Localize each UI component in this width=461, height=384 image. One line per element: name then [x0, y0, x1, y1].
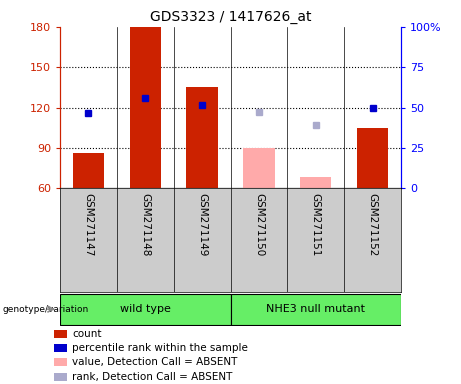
Bar	[60, 293, 230, 325]
Bar	[54, 344, 67, 352]
Title: GDS3323 / 1417626_at: GDS3323 / 1417626_at	[150, 10, 311, 25]
Text: rank, Detection Call = ABSENT: rank, Detection Call = ABSENT	[72, 372, 233, 382]
Bar	[73, 153, 104, 188]
Bar	[243, 148, 275, 188]
Bar	[54, 329, 67, 338]
Text: percentile rank within the sample: percentile rank within the sample	[72, 343, 248, 353]
Bar	[300, 177, 331, 188]
Text: NHE3 null mutant: NHE3 null mutant	[266, 304, 365, 314]
Text: wild type: wild type	[120, 304, 171, 314]
Text: value, Detection Call = ABSENT: value, Detection Call = ABSENT	[72, 358, 238, 367]
Bar	[54, 373, 67, 381]
Text: genotype/variation: genotype/variation	[3, 305, 89, 314]
Bar	[130, 27, 161, 188]
Text: GSM271152: GSM271152	[367, 194, 378, 257]
Bar	[54, 358, 67, 366]
Bar	[186, 88, 218, 188]
Text: count: count	[72, 329, 102, 339]
Bar	[230, 293, 401, 325]
Text: GSM271148: GSM271148	[140, 194, 150, 257]
Text: GSM271151: GSM271151	[311, 194, 321, 257]
Bar	[357, 127, 388, 188]
Text: GSM271150: GSM271150	[254, 194, 264, 257]
Text: GSM271149: GSM271149	[197, 194, 207, 257]
Text: GSM271147: GSM271147	[83, 194, 94, 257]
